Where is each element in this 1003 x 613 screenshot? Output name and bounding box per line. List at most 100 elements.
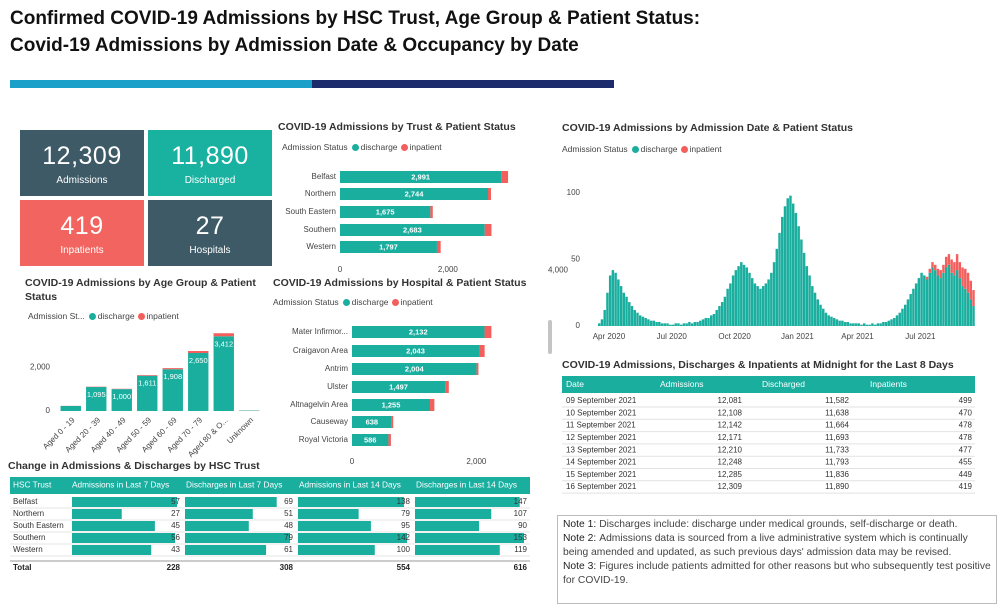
column <box>598 323 601 326</box>
column <box>816 299 820 326</box>
data-bar <box>298 509 359 519</box>
column <box>791 203 795 326</box>
column <box>778 232 781 326</box>
data-bar <box>298 533 407 543</box>
column <box>934 270 937 326</box>
table-cell: 11,664 <box>825 421 849 430</box>
column <box>622 292 626 326</box>
column <box>966 272 970 293</box>
column <box>824 312 828 326</box>
kpi-label: Inpatients <box>60 245 104 256</box>
note-text: Figures include patients admitted for ot… <box>563 561 991 586</box>
column <box>797 226 800 326</box>
column-header: Admissions in Last 7 Days <box>72 480 169 490</box>
column <box>920 272 923 326</box>
x-tick-label: 2,000 <box>466 457 487 466</box>
column <box>699 320 702 326</box>
legend-label: inpatient <box>400 297 433 307</box>
column <box>611 270 615 326</box>
column <box>876 323 880 326</box>
column <box>750 278 754 326</box>
column <box>767 279 770 326</box>
table-cell: 09 September 2021 <box>566 396 637 405</box>
data-bar <box>298 521 371 531</box>
data-bar <box>415 509 492 519</box>
bar-segment <box>188 352 209 411</box>
column <box>696 322 699 326</box>
bar-segment <box>162 369 183 411</box>
y-tick-label: 0 <box>576 321 581 330</box>
table-cell: 12,309 <box>718 482 743 491</box>
bar-segment <box>352 381 446 393</box>
table-cell: 79 <box>284 533 293 542</box>
legend: Admission Status discharge inpatient <box>282 142 445 152</box>
table-cell: 79 <box>401 509 410 518</box>
data-bar <box>298 545 375 555</box>
column <box>786 198 789 326</box>
notes: Note 1: Discharges include: discharge und… <box>557 515 997 604</box>
page-subtitle: Covid-19 Admissions by Admission Date & … <box>10 35 579 56</box>
bar-segment <box>213 336 234 411</box>
bar-segment <box>352 326 485 338</box>
column <box>944 267 948 326</box>
column <box>748 272 751 326</box>
table-cell: 11 September 2021 <box>566 421 636 430</box>
table-cell: 11,890 <box>825 482 849 491</box>
column <box>893 318 896 326</box>
column <box>628 302 631 326</box>
table-cell: 61 <box>284 545 293 554</box>
column <box>822 308 825 326</box>
column <box>775 248 779 326</box>
column <box>718 306 721 326</box>
table-cell: 138 <box>397 497 411 506</box>
table-cell: 15 September 2021 <box>566 470 637 479</box>
category-label: Western <box>306 242 336 251</box>
column <box>614 272 617 326</box>
column <box>882 322 885 326</box>
column <box>693 322 697 326</box>
column <box>663 323 667 326</box>
table-cell: 27 <box>171 509 180 518</box>
legend-label: discharge <box>97 311 135 321</box>
legend-title: Admission Status <box>273 297 339 307</box>
table-cell: 51 <box>284 509 293 518</box>
legend: Admission Status discharge inpatient <box>273 297 436 307</box>
column <box>669 324 672 326</box>
y-tick-label: 0 <box>46 406 51 415</box>
chart-title: COVID-19 Admissions by Hospital & Patien… <box>273 277 527 289</box>
column <box>813 292 817 326</box>
bar-segment <box>352 416 392 428</box>
column <box>715 310 718 326</box>
legend-swatch <box>391 298 399 306</box>
table-cell: 11,582 <box>825 396 849 405</box>
column <box>862 323 866 326</box>
column <box>742 264 746 326</box>
legend: Admission St... discharge inpatient <box>28 311 182 321</box>
chart-title: COVID-19 Admissions by Age Group & Patie… <box>25 277 256 303</box>
column <box>969 299 972 326</box>
legend-swatch <box>342 298 350 306</box>
table-cell: 153 <box>514 533 528 542</box>
column <box>652 320 656 326</box>
column <box>961 267 964 287</box>
legend-label: discharge <box>640 144 678 154</box>
bar-segment <box>162 368 183 370</box>
kpi-label: Hospitals <box>189 245 231 256</box>
column <box>860 324 863 326</box>
column <box>830 316 833 326</box>
column <box>846 322 850 326</box>
column <box>958 278 962 326</box>
table-cell: 48 <box>284 521 293 530</box>
category-label: Mater Infirmor... <box>292 327 348 336</box>
column <box>745 267 748 326</box>
legend-title: Admission St... <box>28 311 85 321</box>
kpi-card: 27 Hospitals <box>148 200 272 266</box>
column <box>647 319 650 326</box>
data-label: 1,908 <box>163 372 182 381</box>
table-header <box>10 477 530 494</box>
column <box>931 262 934 268</box>
column <box>953 262 956 276</box>
bar-segment <box>60 405 81 411</box>
column <box>756 286 759 326</box>
